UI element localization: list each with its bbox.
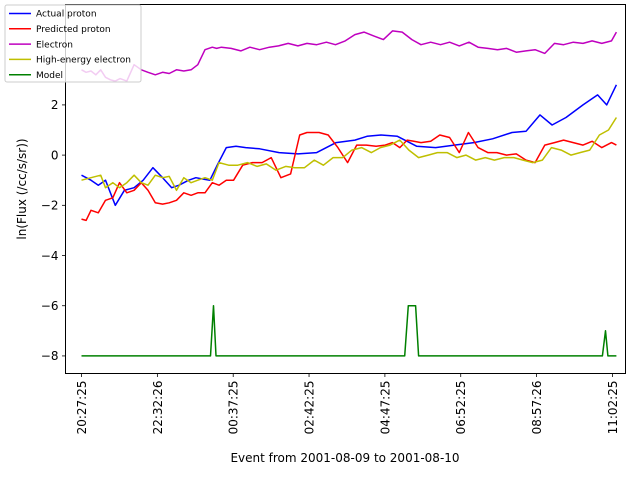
x-tick-label: 11:02:25 [606, 381, 620, 435]
x-axis-label: Event from 2001-08-09 to 2001-08-10 [230, 451, 459, 465]
x-tick-label: 08:57:26 [530, 381, 544, 435]
legend: Actual proton Predicted proton Electron Hig… [4, 4, 142, 83]
x-tick-label: 20:27:25 [75, 381, 89, 435]
x-tick-label: 00:37:25 [227, 381, 241, 435]
legend-box [4, 4, 142, 83]
legend-label: High-energy electron [36, 56, 131, 66]
x-tick-label: 02:42:25 [303, 381, 317, 435]
y-tick-label: −2 [41, 199, 59, 213]
y-tick-label: −8 [41, 349, 59, 363]
legend-label: Predicted proton [36, 25, 111, 35]
plot-frame [65, 4, 626, 374]
series-line-actual-proton [81, 84, 618, 207]
series-line-predicted-proton [81, 131, 617, 222]
legend-label: Model [36, 71, 63, 81]
series-line-model [81, 304, 617, 357]
legend-label: Electron [36, 40, 73, 50]
series-line-high-energy-electron [81, 117, 618, 192]
legend-label: Actual proton [36, 10, 97, 20]
y-axis-label: ln(Flux (/cc/s/sr)) [15, 138, 29, 239]
x-axis: 20:27:25 22:32:26 00:37:25 02:42:25 04:47:25… [75, 373, 620, 435]
x-tick-label: 04:47:25 [378, 381, 392, 435]
x-tick-label: 22:32:26 [151, 381, 165, 435]
y-tick-label: 2 [51, 98, 59, 112]
y-tick-label: −6 [41, 299, 59, 313]
y-axis: −8 −6 −4 −2 0 2 [41, 98, 66, 363]
y-tick-label: 0 [51, 148, 59, 162]
y-tick-label: −4 [41, 249, 59, 263]
x-tick-label: 06:52:25 [454, 381, 468, 435]
